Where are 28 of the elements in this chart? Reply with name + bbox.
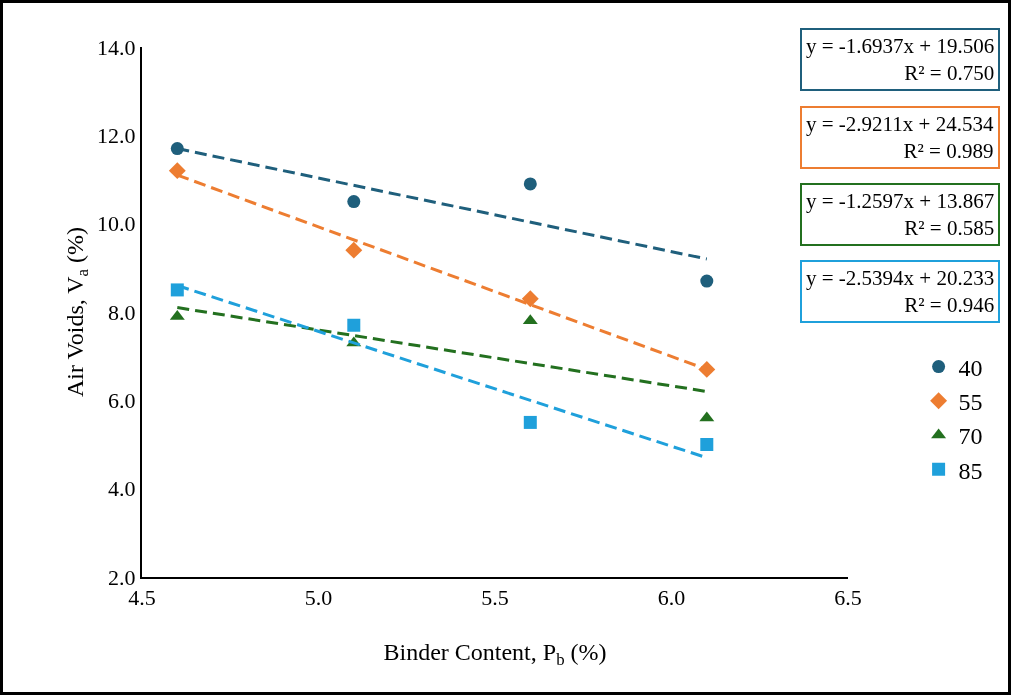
y-tick-label: 6.0 (108, 388, 136, 414)
legend-label: 40 (958, 354, 983, 381)
x-tick-label: 6.0 (657, 585, 686, 611)
y-tick-label: 10.0 (97, 211, 136, 237)
point (700, 274, 714, 288)
y-tick-label: 12.0 (97, 123, 136, 149)
point (523, 415, 537, 429)
point (168, 162, 186, 180)
legend-label: 70 (958, 423, 983, 450)
y-tick-label: 14.0 (97, 34, 136, 60)
point (347, 195, 361, 209)
point (523, 177, 537, 191)
point (345, 241, 363, 259)
x-tick-label: 6.5 (834, 585, 862, 611)
x-tick-label: 5.5 (481, 585, 509, 611)
x-tick-label: 5.0 (304, 585, 333, 611)
annotation: y = -1.2597x + 13.867 R² = 0.585 (806, 189, 995, 241)
point (700, 438, 714, 451)
point (347, 318, 361, 332)
y-tick-label: 8.0 (108, 299, 136, 325)
y-tick-label: 4.0 (108, 476, 136, 502)
point (521, 290, 539, 308)
annotation: y = -2.5394x + 20.233 R² = 0.946 (806, 266, 995, 318)
legend-label: 55 (958, 389, 983, 416)
annotation: y = -1.6937x + 19.506 R² = 0.750 (806, 34, 995, 86)
x-axis-title: Binder Content, P$_{b}$ (%) (383, 639, 607, 670)
legend-label: 85 (958, 457, 983, 484)
annotation: y = -2.9211x + 24.534 R² = 0.989 (806, 112, 994, 164)
